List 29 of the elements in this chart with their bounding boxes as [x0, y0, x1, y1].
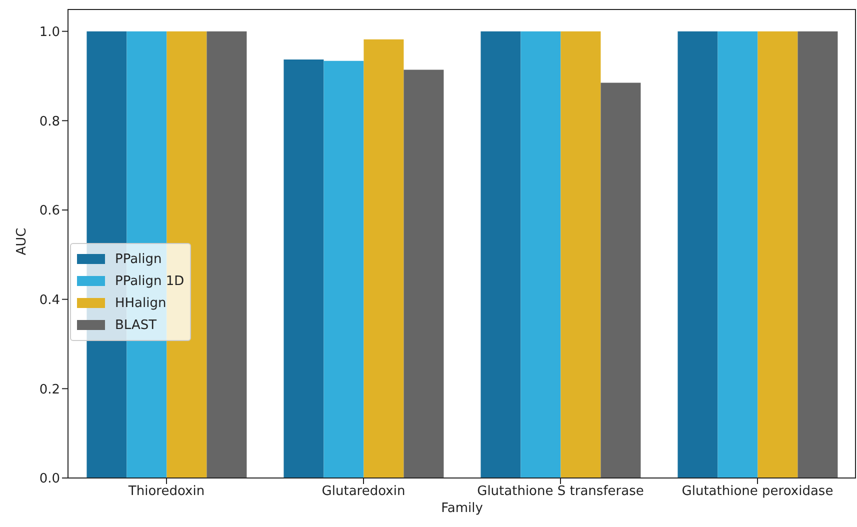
- y-tick-label: 0.2: [39, 382, 60, 398]
- y-tick-label: 1.0: [39, 24, 60, 40]
- y-tick-label: 0.8: [39, 114, 60, 130]
- legend-label: HHalign: [115, 296, 166, 310]
- bar: [560, 31, 601, 478]
- x-tick-label: Glutathione S transferase: [477, 484, 644, 500]
- x-tick-label: Thioredoxin: [127, 484, 205, 500]
- y-tick-label: 0.0: [39, 472, 60, 487]
- bar: [600, 82, 641, 478]
- bar: [678, 31, 718, 478]
- legend-label: PPalign 1D: [115, 274, 184, 288]
- bar: [206, 31, 247, 478]
- bar: [324, 60, 364, 478]
- bar: [758, 31, 798, 478]
- x-tick-label: Glutathione peroxidase: [682, 484, 834, 500]
- y-tick-label: 0.6: [39, 204, 60, 219]
- y-tick-label: 0.4: [39, 292, 60, 308]
- bar: [364, 39, 404, 478]
- y-axis-title: AUC: [14, 226, 30, 258]
- x-axis-title: Family: [440, 500, 484, 517]
- bar: [718, 31, 758, 478]
- legend-label: BLAST: [115, 318, 157, 332]
- bar: [404, 70, 444, 478]
- bar: [480, 31, 521, 478]
- x-tick-label: Glutaredoxin: [322, 484, 406, 500]
- legend-label: PPalign: [115, 252, 162, 266]
- bar: [520, 31, 561, 478]
- bar: [284, 59, 324, 478]
- bar: [798, 31, 838, 478]
